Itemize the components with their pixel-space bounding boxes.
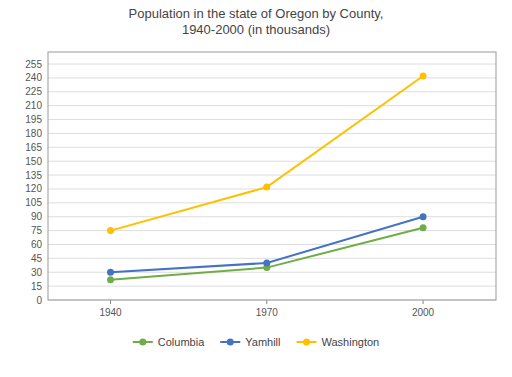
y-tick-label: 150	[25, 156, 42, 167]
legend-label: Washington	[322, 336, 380, 348]
y-tick-label: 195	[25, 114, 42, 125]
point	[420, 224, 427, 231]
legend-item: Yamhill	[220, 336, 280, 348]
legend-marker	[139, 339, 146, 346]
grid-line	[48, 202, 496, 203]
legend-marker	[227, 339, 234, 346]
y-tick-label: 60	[31, 239, 43, 250]
grid-line	[48, 133, 496, 134]
grid-line	[48, 105, 496, 106]
legend: Columbia Yamhill Washington	[133, 336, 379, 348]
grid-line	[48, 216, 496, 217]
x-tick-label: 1970	[256, 307, 279, 318]
y-tick-label: 165	[25, 142, 42, 153]
y-tick-label: 90	[31, 211, 43, 222]
grid-line	[48, 147, 496, 148]
grid-line	[48, 175, 496, 176]
grid	[48, 64, 496, 300]
series-line	[111, 217, 424, 273]
y-tick-label: 225	[25, 86, 42, 97]
y-tick-label: 180	[25, 128, 42, 139]
grid-line	[48, 244, 496, 245]
y-tick-label: 75	[31, 225, 43, 236]
point	[420, 73, 427, 80]
grid-line	[48, 188, 496, 189]
series-line	[111, 228, 424, 280]
y-tick-label: 30	[31, 267, 43, 278]
legend-item: Washington	[297, 336, 380, 348]
title-line: 1940-2000 (in thousands)	[182, 22, 330, 37]
x-tick	[266, 300, 267, 304]
point	[263, 259, 270, 266]
y-tick-label: 240	[25, 72, 42, 83]
title-line: Population in the state of Oregon by Cou…	[129, 6, 384, 21]
grid-line	[48, 77, 496, 78]
x-tick	[423, 300, 424, 304]
y-tick-label: 210	[25, 100, 42, 111]
y-tick-label: 105	[25, 197, 42, 208]
y-tick-label: 255	[25, 59, 42, 70]
y-tick-label: 0	[36, 295, 42, 306]
point	[263, 184, 270, 191]
grid-line	[48, 161, 496, 162]
grid-line	[48, 286, 496, 287]
point	[107, 269, 114, 276]
chart: Population in the state of Oregon by Cou…	[0, 0, 512, 377]
grid-line	[48, 64, 496, 65]
y-tick-label: 120	[25, 183, 42, 194]
point	[107, 276, 114, 283]
y-tick-label: 45	[31, 253, 43, 264]
legend-label: Columbia	[158, 336, 205, 348]
y-tick-label: 135	[25, 170, 42, 181]
point	[420, 213, 427, 220]
legend-marker	[303, 339, 310, 346]
grid-line	[48, 119, 496, 120]
series-line	[111, 76, 424, 231]
legend-item: Columbia	[133, 336, 205, 348]
grid-line	[48, 258, 496, 259]
plot-frame	[48, 52, 496, 300]
series-group	[107, 73, 427, 284]
point	[107, 227, 114, 234]
grid-line	[48, 91, 496, 92]
y-tick-label: 15	[31, 281, 43, 292]
x-tick-label: 2000	[412, 307, 435, 318]
title: Population in the state of Oregon by Cou…	[129, 6, 384, 37]
x-tick-label: 1940	[99, 307, 122, 318]
x-tick	[110, 300, 111, 304]
legend-label: Yamhill	[245, 336, 280, 348]
